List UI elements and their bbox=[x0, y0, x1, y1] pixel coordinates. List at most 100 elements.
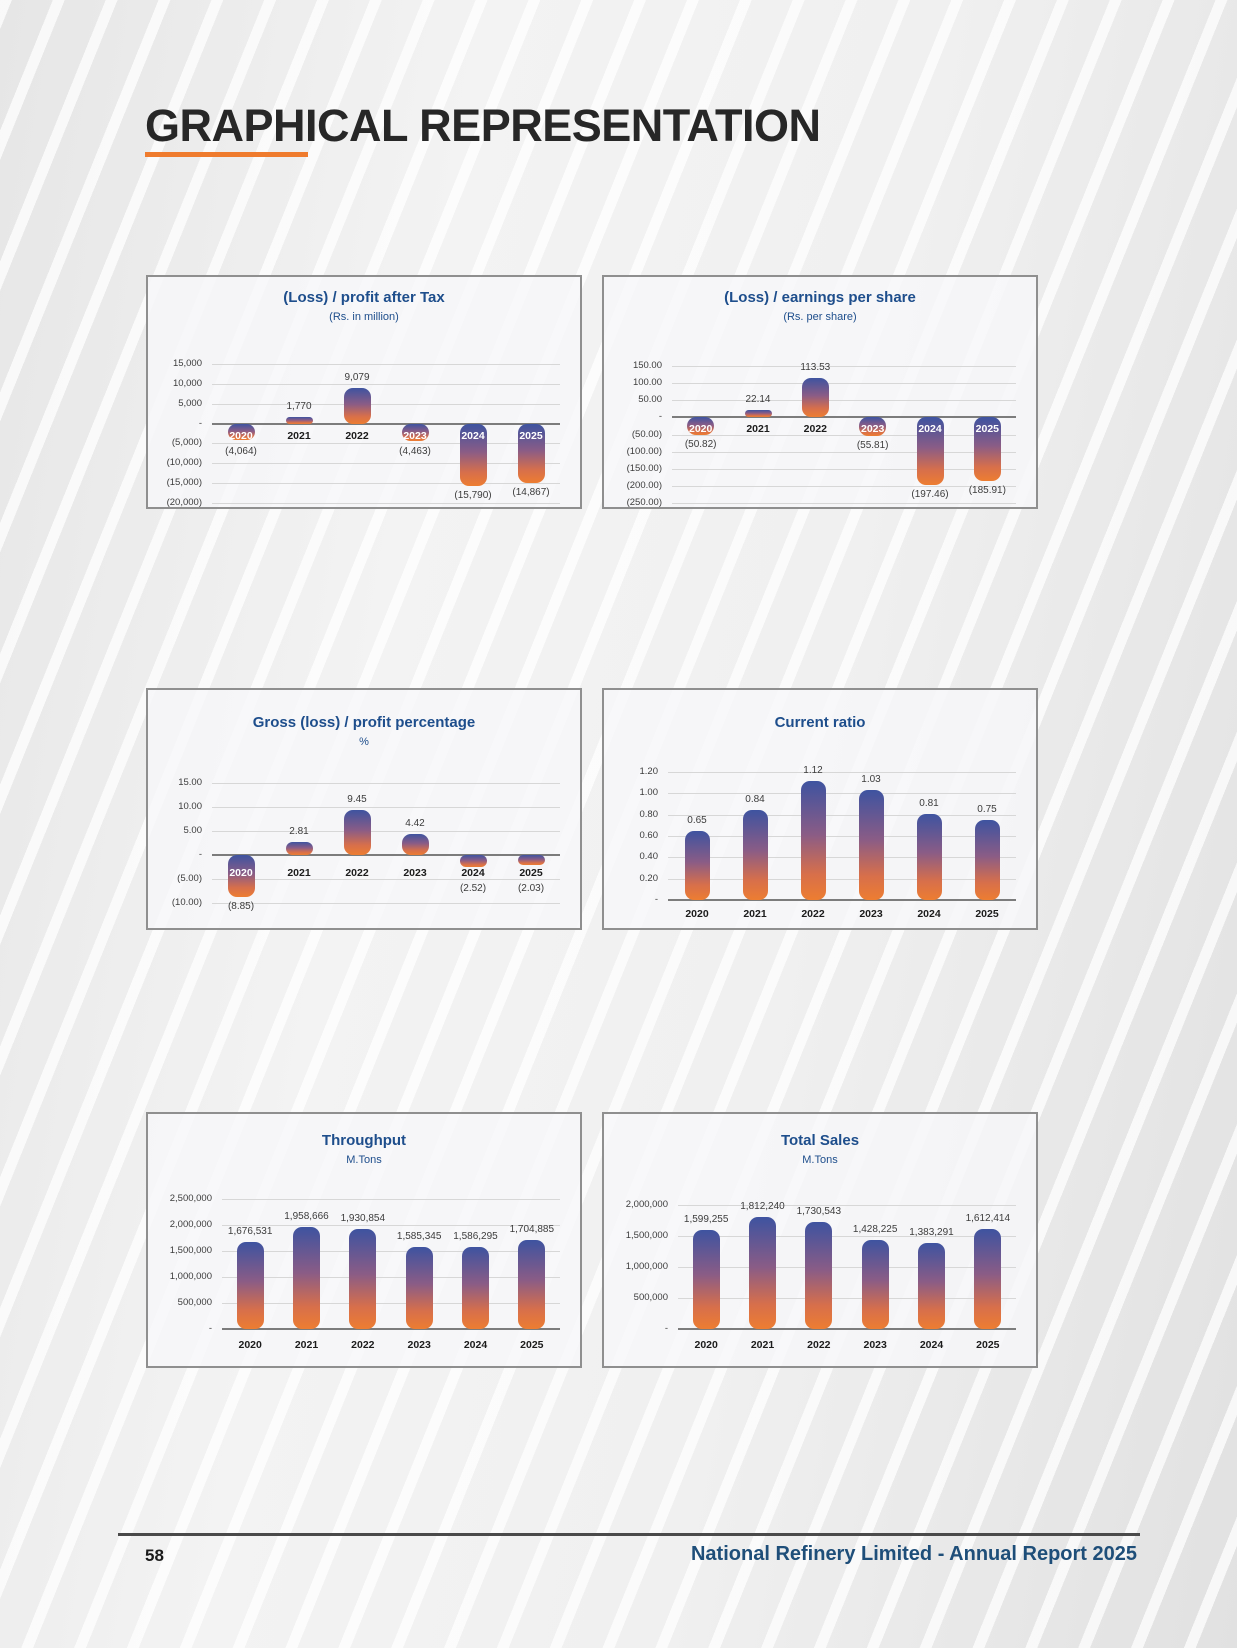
year-label: 2020 bbox=[229, 429, 253, 442]
value-label: 4.42 bbox=[405, 817, 425, 829]
year-label: 2022 bbox=[351, 1339, 375, 1351]
gridline bbox=[672, 383, 1016, 385]
y-tick-label: (5.00) bbox=[177, 873, 202, 884]
value-label: 1,770 bbox=[286, 400, 312, 412]
gridline bbox=[668, 772, 1016, 773]
year-label: 2023 bbox=[403, 429, 427, 442]
bar-2020 bbox=[227, 423, 255, 440]
bar-2021 bbox=[744, 409, 772, 418]
bar-2025 bbox=[973, 417, 1001, 482]
bar-2023 bbox=[858, 790, 884, 900]
y-tick-label: 2,500,000 bbox=[169, 1193, 212, 1204]
year-label: 2022 bbox=[801, 908, 825, 920]
year-label: 2021 bbox=[294, 1339, 319, 1351]
year-label: 2022 bbox=[807, 1339, 831, 1351]
value-label: 1.03 bbox=[861, 774, 881, 786]
y-tick-label: (200.00) bbox=[626, 479, 662, 491]
zero-axis-line bbox=[668, 899, 1016, 901]
gridline bbox=[212, 903, 560, 904]
y-tick-label: 1.20 bbox=[639, 766, 659, 777]
gridline bbox=[668, 836, 1016, 837]
bar-2021 bbox=[285, 841, 313, 855]
bar-2021 bbox=[742, 810, 768, 900]
value-label: (8.85) bbox=[227, 901, 255, 913]
zero-axis-line bbox=[212, 854, 560, 856]
bar-2020 bbox=[236, 1241, 264, 1329]
chart-subtitle: M.Tons bbox=[802, 1154, 838, 1166]
gridline bbox=[212, 879, 560, 880]
gridline bbox=[672, 366, 1016, 367]
gridline bbox=[672, 451, 1016, 453]
gridline bbox=[222, 1225, 560, 1226]
bar-2025 bbox=[974, 1229, 1002, 1329]
gridline bbox=[212, 503, 560, 504]
zero-axis-line bbox=[678, 1328, 1016, 1330]
value-label: 1,812,240 bbox=[740, 1200, 785, 1212]
year-label: 2020 bbox=[238, 1339, 262, 1351]
value-label: (50.82) bbox=[684, 439, 717, 451]
chart-title: Gross (loss) / profit percentage bbox=[252, 714, 476, 731]
year-label: 2025 bbox=[975, 423, 999, 436]
year-label: 2025 bbox=[520, 1339, 544, 1351]
chart-card-gross-loss-profit-percentage: Gross (loss) / profit percentage % 15.00… bbox=[146, 688, 582, 930]
footer-report-title: National Refinery Limited - Annual Repor… bbox=[690, 1543, 1137, 1565]
gridline bbox=[668, 814, 1016, 816]
bar-2023 bbox=[405, 1246, 433, 1329]
chart-title: Throughput bbox=[321, 1132, 407, 1149]
value-label: 0.65 bbox=[687, 814, 707, 826]
year-label: 2024 bbox=[461, 867, 485, 879]
year-label: 2021 bbox=[287, 867, 311, 879]
chart-card-loss-earnings-per-share: (Loss) / earnings per share (Rs. per sha… bbox=[602, 275, 1038, 509]
chart-card-total-sales: Total Sales M.Tons 2,000,000 1,500,000 1,0… bbox=[602, 1112, 1038, 1368]
gridline bbox=[668, 857, 1016, 859]
gridline bbox=[222, 1303, 560, 1304]
y-tick-label: (15,000) bbox=[166, 477, 202, 489]
value-label: 1,930,854 bbox=[340, 1212, 386, 1224]
gridline bbox=[672, 485, 1016, 487]
bar-2020 bbox=[687, 417, 715, 435]
bar-2020 bbox=[684, 830, 710, 900]
y-tick-label: 10,000 bbox=[172, 377, 202, 389]
year-label: 2022 bbox=[803, 423, 827, 436]
y-tick-label: 1.00 bbox=[639, 787, 659, 799]
bar-2022 bbox=[343, 387, 371, 424]
gridline bbox=[222, 1277, 560, 1278]
y-tick-label: 1,000,000 bbox=[169, 1271, 212, 1282]
gridline bbox=[222, 1251, 560, 1252]
bar-2024 bbox=[459, 423, 487, 487]
bar-2024 bbox=[459, 855, 487, 868]
year-label: 2021 bbox=[743, 908, 767, 920]
bar-2025 bbox=[974, 820, 1000, 900]
value-label: 113.53 bbox=[800, 362, 831, 374]
bar-2024 bbox=[462, 1246, 489, 1329]
y-tick-label: (20,000) bbox=[166, 497, 202, 508]
y-tick-label: 2,000,000 bbox=[625, 1199, 668, 1210]
value-label: (4,064) bbox=[225, 445, 257, 457]
gridline bbox=[212, 443, 560, 445]
bar-2022 bbox=[801, 378, 829, 418]
y-tick-label: 0.60 bbox=[639, 830, 659, 841]
year-label: 2020 bbox=[229, 867, 253, 879]
value-label: 9.45 bbox=[347, 793, 367, 805]
bar-2021 bbox=[749, 1216, 776, 1329]
chart-title: Current ratio bbox=[774, 714, 866, 731]
gridline bbox=[212, 783, 560, 784]
y-tick-label: 15.00 bbox=[178, 777, 202, 788]
bar-2024 bbox=[916, 417, 944, 485]
y-tick-label: 50.00 bbox=[638, 394, 662, 406]
y-tick-label: (250.00) bbox=[626, 497, 662, 508]
bar-2024 bbox=[916, 813, 942, 900]
y-tick-label: (100.00) bbox=[626, 445, 662, 457]
bar-2025 bbox=[517, 855, 545, 865]
y-tick-label: - bbox=[664, 1323, 668, 1334]
gridline bbox=[678, 1298, 1016, 1299]
y-tick-label: - bbox=[198, 849, 202, 860]
y-tick-label: 150.00 bbox=[632, 360, 662, 371]
year-label: 2020 bbox=[688, 423, 713, 436]
footer-divider bbox=[118, 1533, 1140, 1536]
chart-card-throughput: Throughput M.Tons 2,500,000 2,000,000 1,50… bbox=[146, 1112, 582, 1368]
value-label: 1,676,531 bbox=[227, 1225, 273, 1237]
value-label: (197.46) bbox=[911, 489, 949, 500]
y-tick-label: 1,000,000 bbox=[625, 1261, 668, 1272]
bar-2020 bbox=[692, 1229, 720, 1329]
